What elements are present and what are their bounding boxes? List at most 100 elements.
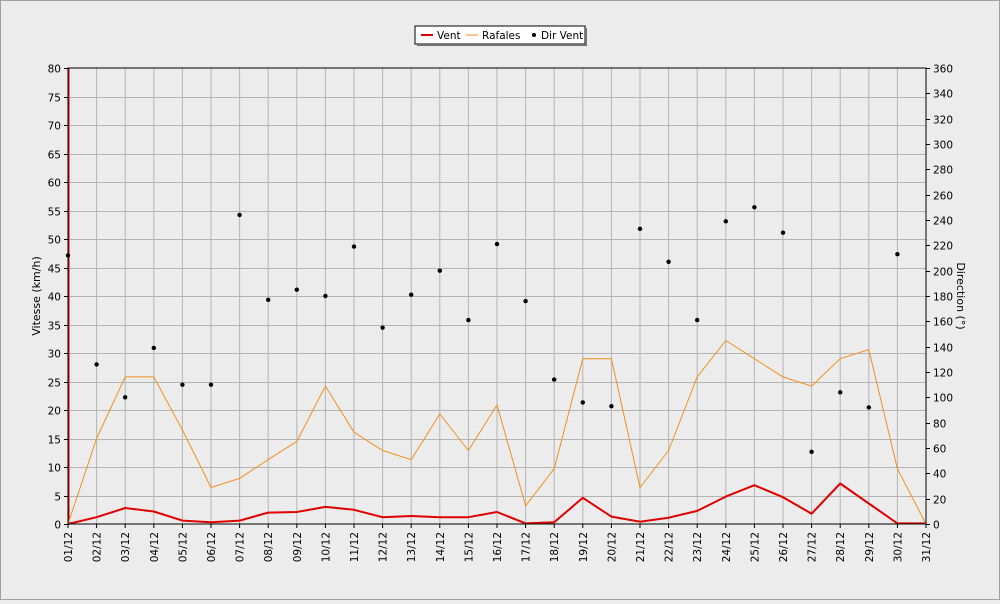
y-tick-label: 5 — [54, 492, 61, 504]
y2-tick-label: 240 — [933, 216, 953, 228]
x-tick-label: 04/12 — [149, 532, 161, 562]
x-tick-label: 28/12 — [835, 532, 847, 562]
dir-vent-point — [780, 230, 786, 235]
y-tick-label: 15 — [48, 435, 61, 447]
dir-vent-point — [266, 297, 271, 302]
y-tick-label: 50 — [48, 235, 61, 247]
y2-tick-label: 160 — [933, 317, 953, 329]
dir-vent-point — [437, 268, 442, 273]
legend-rafales-label: Rafales — [482, 30, 520, 42]
grid-lines — [67, 68, 926, 524]
x-tick-label: 27/12 — [807, 532, 819, 562]
x-tick-label: 30/12 — [892, 532, 904, 562]
y-tick-label: 60 — [48, 178, 61, 190]
x-tick-label: 12/12 — [378, 532, 390, 562]
x-tick-label: 11/12 — [349, 532, 361, 562]
x-tick-label: 03/12 — [120, 532, 132, 562]
y-tick-label: 55 — [48, 207, 61, 219]
y-tick-label: 80 — [48, 64, 61, 76]
dir-vent-point — [637, 226, 643, 232]
y2-axis-title: Direction (°) — [954, 262, 967, 329]
dir-vent-point — [409, 292, 414, 297]
y2-tick-label: 100 — [933, 393, 953, 405]
dir-vent-point — [180, 382, 185, 387]
dir-vent-point — [323, 293, 328, 299]
y-tick-label: 0 — [54, 520, 61, 532]
dir-vent-point — [237, 212, 242, 218]
y2-tick-label: 320 — [933, 115, 953, 127]
y2-tick-label: 200 — [933, 267, 953, 279]
series-line-rafales — [67, 340, 927, 525]
x-tick-label: 21/12 — [635, 532, 647, 562]
y2-tick-label: 260 — [933, 191, 953, 203]
y2-tick-label: 40 — [933, 469, 946, 481]
dir-vent-point — [895, 252, 900, 257]
x-tick-label: 17/12 — [521, 532, 533, 562]
x-tick-label: 26/12 — [778, 532, 790, 562]
y2-tick-label: 280 — [933, 165, 953, 177]
y2-tick-label: 180 — [933, 292, 953, 304]
y2-tick-label: 300 — [933, 140, 953, 152]
dir-vent-point — [94, 362, 99, 367]
y2-tick-label: 220 — [933, 241, 953, 253]
y-tick-label: 30 — [48, 349, 61, 361]
legend: Vent Rafales Dir Vent — [414, 25, 587, 46]
x-tick-label: 24/12 — [721, 532, 733, 562]
y-tick-label: 20 — [48, 406, 61, 418]
x-tick-label: 07/12 — [235, 532, 247, 562]
x-tick-label: 06/12 — [206, 532, 218, 562]
dir-vent-point — [380, 325, 385, 330]
x-tick-label: 05/12 — [177, 532, 189, 562]
y-tick-label: 25 — [48, 378, 61, 390]
y-axis-title: Vitesse (km/h) — [30, 256, 43, 336]
x-tick-label: 13/12 — [406, 532, 418, 562]
dir-vent-point — [580, 400, 585, 405]
y2-tick-label: 120 — [933, 368, 953, 380]
x-tick-label: 23/12 — [692, 532, 704, 562]
dir-vent-point — [809, 449, 814, 454]
dir-vent-point — [552, 377, 557, 382]
x-tick-label: 18/12 — [549, 532, 561, 562]
dir-vent-point — [151, 345, 156, 351]
y-tick-label: 70 — [48, 121, 61, 133]
y2-tick-label: 20 — [933, 495, 946, 507]
dir-vent-point — [351, 244, 357, 249]
dir-vent-point — [866, 405, 871, 410]
series-layer — [65, 205, 927, 525]
y-tick-label: 40 — [48, 292, 61, 304]
y-tick-label: 75 — [48, 93, 61, 105]
dir-vent-point — [523, 298, 528, 304]
y-tick-label: 35 — [48, 321, 61, 333]
dir-vent-point — [466, 317, 471, 323]
legend-vent-label: Vent — [437, 30, 461, 42]
y2-tick-label: 60 — [933, 444, 946, 456]
x-tick-label: 25/12 — [749, 532, 761, 562]
x-tick-label: 15/12 — [463, 532, 475, 562]
x-tick-label: 19/12 — [578, 532, 590, 562]
dir-vent-point — [838, 390, 843, 395]
legend-shadow-bottom — [417, 44, 587, 46]
dir-vent-point — [752, 205, 757, 210]
y2-tick-label: 80 — [933, 419, 946, 431]
x-tick-label: 10/12 — [320, 532, 332, 562]
y2-tick-label: 340 — [933, 89, 953, 101]
y2-tick-label: 140 — [933, 343, 953, 355]
dir-vent-point — [695, 317, 700, 323]
dir-vent-point — [494, 241, 500, 247]
x-tick-label: 31/12 — [921, 532, 933, 562]
x-tick-label: 02/12 — [92, 532, 104, 562]
dir-vent-point — [123, 395, 128, 400]
x-tick-label: 20/12 — [606, 532, 618, 562]
y2-tick-label: 360 — [933, 64, 953, 76]
series-line-vent — [67, 482, 926, 525]
dir-vent-point — [294, 287, 299, 292]
legend-shadow — [585, 28, 587, 46]
y-tick-label: 10 — [48, 463, 61, 475]
y-tick-label: 45 — [48, 264, 61, 276]
x-tick-label: 16/12 — [492, 532, 504, 562]
dir-vent-point — [666, 259, 671, 264]
legend-dirvent-label: Dir Vent — [541, 30, 583, 42]
legend-dirvent-swatch — [532, 33, 536, 37]
